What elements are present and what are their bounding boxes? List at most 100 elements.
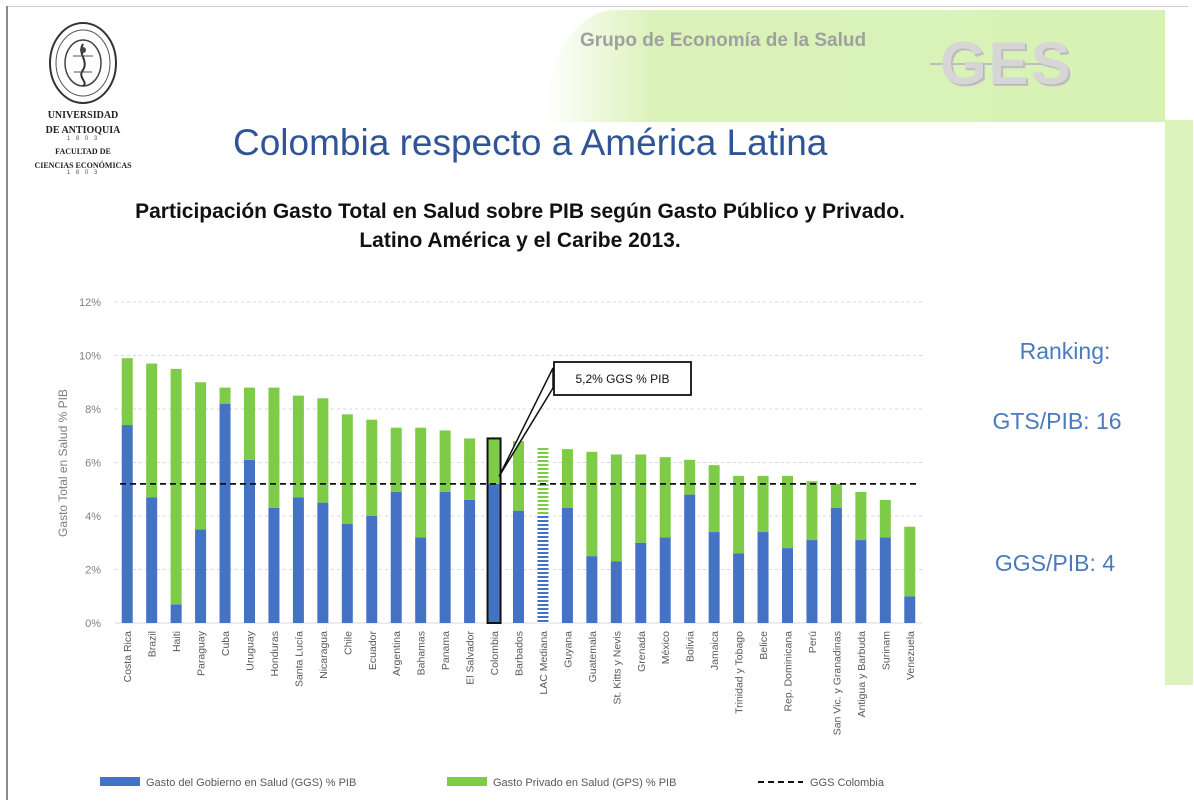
- x-tick-label: Guatemala: [587, 631, 599, 683]
- x-tick-label: Jamaica: [709, 631, 721, 670]
- bar-public: [292, 497, 304, 623]
- bar-private: [366, 419, 378, 516]
- bar-public: [464, 499, 476, 623]
- y-axis-label: Gasto Total en Salud % PIB: [56, 389, 70, 537]
- group-name: Grupo de Economía de la Salud: [580, 30, 867, 51]
- ranking-gts: GTS/PIB: 16: [992, 408, 1122, 434]
- bar-public: [708, 532, 720, 623]
- bar-public: [659, 537, 671, 623]
- bar-private: [464, 438, 476, 500]
- x-tick-label: Colombia: [489, 631, 501, 676]
- y-tick-label: 0%: [85, 618, 101, 630]
- x-tick-label: Costa Rica: [122, 631, 134, 683]
- bar-private: [292, 395, 304, 498]
- x-tick-label: Belice: [758, 631, 770, 660]
- x-tick-label: Panama: [440, 631, 452, 670]
- x-tick-label: Antigua y Barbuda: [856, 631, 868, 718]
- bar-private: [537, 446, 549, 516]
- x-tick-label: San Vic. y Granadinas: [831, 631, 843, 735]
- header-decoration: [545, 10, 1165, 122]
- bar-public: [855, 540, 867, 623]
- bar-public: [635, 542, 647, 623]
- y-tick-label: 2%: [85, 565, 101, 577]
- bar-public: [244, 459, 255, 623]
- university-name-2: DE ANTIOQUIA: [45, 125, 121, 136]
- bar-public: [170, 604, 182, 623]
- bar-private: [146, 363, 158, 498]
- bar-public: [415, 537, 427, 623]
- x-tick-label: Perú: [807, 631, 819, 653]
- bar-public: [219, 403, 231, 623]
- faculty-name-2: CIENCIAS ECONÓMICAS: [34, 160, 132, 170]
- legend-swatch-private: [447, 777, 487, 786]
- callout-text: 5,2% GGS % PIB: [575, 372, 669, 386]
- bar-private: [317, 398, 329, 503]
- bar-private: [855, 491, 867, 541]
- bar-private: [341, 414, 353, 525]
- x-tick-label: Rep. Dominicana: [783, 631, 795, 712]
- callout-pointer: [498, 367, 554, 477]
- bar-public: [341, 524, 353, 623]
- bar-public: [586, 556, 598, 623]
- bar-public: [146, 497, 158, 623]
- bar-private: [170, 368, 182, 605]
- bar-public: [782, 548, 793, 623]
- highlight-outline: [486, 437, 502, 624]
- bar-private: [561, 449, 573, 508]
- bar-public: [513, 510, 524, 623]
- top-border: [6, 6, 1188, 7]
- x-tick-label: Barbados: [514, 631, 526, 676]
- faculty-name-1: FACULTAD DE: [55, 147, 111, 156]
- ranking-ggs: GGS/PIB: 4: [994, 550, 1116, 576]
- bar-public: [488, 483, 500, 623]
- callout-box: [553, 361, 692, 396]
- bar-private: [733, 475, 745, 554]
- x-tick-label: Chile: [342, 631, 354, 655]
- bar-public: [830, 507, 842, 623]
- side-decoration: [1165, 120, 1193, 685]
- left-border: [6, 6, 8, 800]
- y-tick-label: 10%: [79, 351, 101, 363]
- x-tick-label: Uruguay: [245, 630, 257, 670]
- bar-private: [586, 451, 598, 557]
- university-dots-2: 1 8 0 3: [66, 170, 100, 176]
- x-tick-label: Venezuela: [905, 631, 917, 680]
- bar-public: [195, 529, 207, 623]
- bar-private: [268, 387, 280, 508]
- bar-public: [733, 553, 745, 623]
- bar-public: [757, 532, 769, 623]
- bar-public: [610, 561, 622, 623]
- x-tick-label: Ecuador: [367, 630, 379, 670]
- y-tick-label: 4%: [85, 511, 101, 523]
- bar-public: [537, 516, 549, 623]
- x-tick-label: Grenada: [636, 631, 648, 672]
- x-tick-label: Surinam: [880, 631, 892, 670]
- x-tick-label: LAC Mediana: [538, 631, 550, 695]
- bar-private: [610, 454, 622, 562]
- bar-private: [488, 438, 500, 484]
- legend-swatch-public: [100, 777, 140, 786]
- bar-private: [806, 481, 818, 541]
- bar-private: [782, 475, 793, 549]
- bar-public: [268, 507, 280, 623]
- bar-private: [390, 427, 402, 492]
- bar-public: [684, 494, 696, 623]
- bar-private: [708, 465, 720, 533]
- bar-public: [366, 516, 378, 623]
- bar-private: [757, 475, 769, 533]
- slide-title: Colombia respecto a América Latina: [233, 122, 828, 163]
- bar-public: [390, 491, 402, 623]
- y-tick-label: 12%: [79, 297, 101, 309]
- x-tick-label: Cuba: [220, 631, 232, 656]
- bar-private: [195, 382, 207, 530]
- ges-logo: GES: [940, 30, 1073, 97]
- bar-private: [659, 457, 671, 538]
- x-tick-label: Bahamas: [416, 631, 428, 675]
- x-tick-label: El Salvador: [465, 631, 477, 685]
- bar-private: [513, 441, 524, 511]
- bar-private: [904, 526, 916, 597]
- bar-private: [415, 427, 427, 538]
- x-tick-label: Trinidad y Tobago: [734, 631, 746, 714]
- university-dots-1: 1 8 0 3: [66, 136, 100, 142]
